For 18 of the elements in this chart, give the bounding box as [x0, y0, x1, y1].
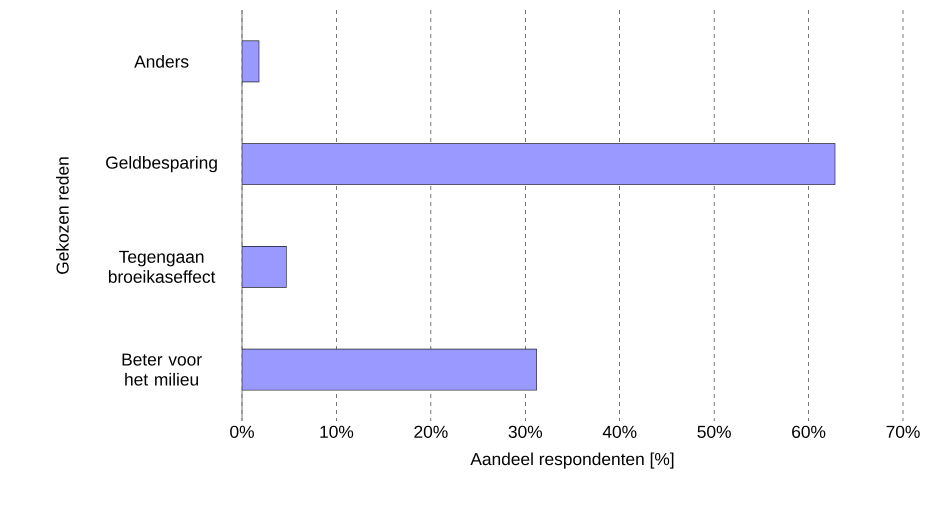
- x-tick-label: 70%: [886, 426, 920, 438]
- x-axis-title: Aandeel respondenten [%]: [470, 452, 674, 469]
- x-tick-label: 10%: [320, 426, 354, 438]
- bar: [242, 246, 287, 288]
- x-tick-label: 0%: [230, 426, 254, 438]
- y-tick-label: Anders: [134, 55, 188, 68]
- bar: [242, 348, 537, 390]
- x-tick-label: 30%: [508, 426, 542, 438]
- bar: [242, 40, 260, 82]
- y-tick-label: Geldbesparing: [106, 156, 217, 172]
- x-tick-label: 40%: [602, 426, 636, 438]
- x-tick-label: 60%: [792, 426, 826, 438]
- x-tick-label: 50%: [697, 426, 731, 438]
- bar: [242, 143, 836, 185]
- y-tick-label: Beter voor het milieu: [122, 354, 202, 386]
- y-axis-title: Gekozen reden: [56, 157, 69, 274]
- y-tick-label: Tegengaan broeikaseffect: [108, 250, 216, 283]
- x-tick-label: 20%: [414, 426, 448, 438]
